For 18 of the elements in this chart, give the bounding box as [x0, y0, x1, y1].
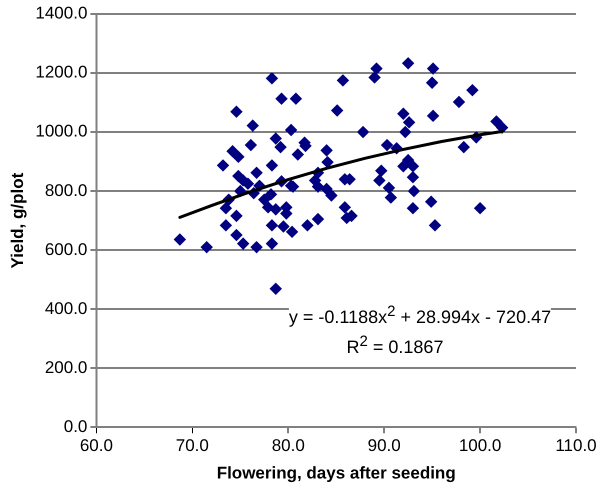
y-tick-label: 200.0	[44, 358, 88, 377]
x-tick-label: 80.0	[272, 436, 305, 456]
x-tick-label: 100.0	[458, 436, 502, 456]
x-tick-label: 90.0	[368, 436, 401, 456]
y-tick-label: 600.0	[44, 240, 88, 259]
x-tick-label: 60.0	[80, 436, 113, 456]
y-tick-label: 800.0	[44, 180, 88, 200]
annotation: y = -0.1188x$^{2}$ + 28.994x - 720.47	[288, 302, 552, 327]
annotation: R$^{2}$ = 0.1867	[346, 332, 444, 357]
y-tick-label: 1200.0	[35, 62, 88, 82]
x-axis-title: Flowering, days after seeding	[216, 463, 456, 482]
y-tick-label: 400.0	[44, 298, 88, 318]
y-tick-label: 0.0	[64, 416, 88, 436]
x-tick-label: 70.0	[176, 436, 209, 456]
y-tick-label: 1400.0	[35, 4, 88, 23]
y-axis-title: Yield, g/plot	[8, 172, 27, 268]
x-tick-label: 110.0	[555, 436, 597, 456]
y-tick-label: 1000.0	[35, 122, 88, 141]
